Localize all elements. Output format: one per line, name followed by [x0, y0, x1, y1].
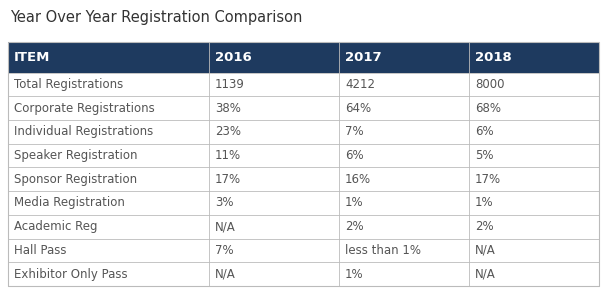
Text: Media Registration: Media Registration [14, 197, 125, 210]
Bar [8, 168, 599, 191]
Text: 7%: 7% [215, 244, 234, 257]
Text: N/A: N/A [475, 244, 496, 257]
Text: 68%: 68% [475, 102, 501, 115]
Bar [8, 73, 599, 96]
Bar [8, 191, 599, 215]
Text: Hall Pass: Hall Pass [14, 244, 67, 257]
Text: 23%: 23% [215, 125, 241, 138]
Text: 2%: 2% [345, 220, 364, 233]
Text: 1%: 1% [475, 197, 493, 210]
Text: 1139: 1139 [215, 78, 245, 91]
Text: 2017: 2017 [345, 51, 382, 64]
Text: 4212: 4212 [345, 78, 375, 91]
Bar [8, 120, 599, 144]
Text: N/A: N/A [475, 268, 496, 281]
Text: 1%: 1% [345, 268, 364, 281]
Text: 11%: 11% [215, 149, 241, 162]
Text: 6%: 6% [475, 125, 493, 138]
Text: 64%: 64% [345, 102, 371, 115]
Text: Sponsor Registration: Sponsor Registration [14, 173, 137, 186]
Text: 2016: 2016 [215, 51, 252, 64]
Bar [8, 42, 599, 73]
Text: N/A: N/A [215, 268, 236, 281]
Text: Corporate Registrations: Corporate Registrations [14, 102, 155, 115]
Text: 3%: 3% [215, 197, 234, 210]
Text: 8000: 8000 [475, 78, 504, 91]
Bar [8, 42, 599, 286]
Text: Year Over Year Registration Comparison: Year Over Year Registration Comparison [10, 10, 302, 25]
Text: Exhibitor Only Pass: Exhibitor Only Pass [14, 268, 127, 281]
Text: ITEM: ITEM [14, 51, 50, 64]
Text: 6%: 6% [345, 149, 364, 162]
Text: 17%: 17% [475, 173, 501, 186]
Bar [8, 96, 599, 120]
Text: 38%: 38% [215, 102, 241, 115]
Text: 1%: 1% [345, 197, 364, 210]
Text: Individual Registrations: Individual Registrations [14, 125, 153, 138]
Text: N/A: N/A [215, 220, 236, 233]
Text: 5%: 5% [475, 149, 493, 162]
Bar [8, 215, 599, 239]
Text: 2018: 2018 [475, 51, 512, 64]
Text: 17%: 17% [215, 173, 241, 186]
Text: 7%: 7% [345, 125, 364, 138]
Text: Academic Reg: Academic Reg [14, 220, 98, 233]
Text: 16%: 16% [345, 173, 371, 186]
Text: Speaker Registration: Speaker Registration [14, 149, 138, 162]
Text: 2%: 2% [475, 220, 493, 233]
Bar [8, 262, 599, 286]
Text: less than 1%: less than 1% [345, 244, 421, 257]
Text: Total Registrations: Total Registrations [14, 78, 123, 91]
Bar [8, 239, 599, 262]
Bar [8, 144, 599, 168]
